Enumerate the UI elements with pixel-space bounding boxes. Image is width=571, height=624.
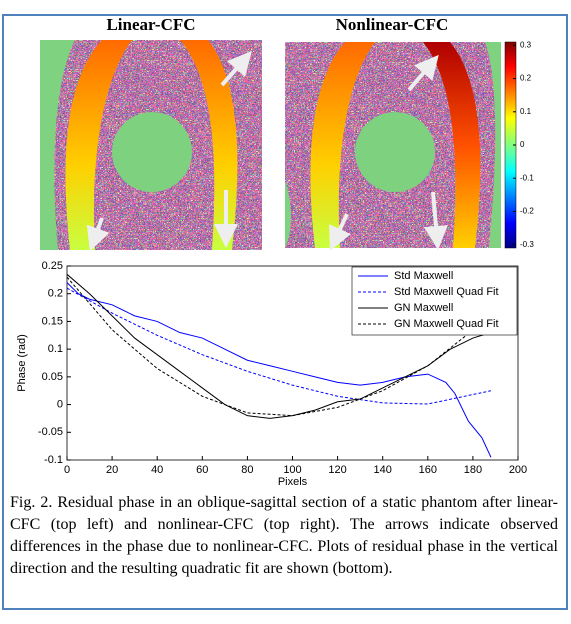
background bbox=[285, 182, 291, 248]
phantom-edge bbox=[180, 40, 238, 250]
x-tick-label: 180 bbox=[464, 464, 482, 476]
x-axis-label: Pixels bbox=[278, 476, 308, 488]
legend-label: Std Maxwell Quad Fit bbox=[394, 286, 499, 298]
background bbox=[485, 42, 501, 248]
y-tick-label: -0.05 bbox=[38, 426, 63, 438]
x-tick-label: 200 bbox=[509, 464, 527, 476]
background bbox=[40, 40, 75, 250]
legend-label: Std Maxwell bbox=[394, 270, 453, 282]
x-tick-label: 20 bbox=[106, 464, 118, 476]
phase-map bbox=[40, 40, 262, 250]
phantom-insert bbox=[355, 112, 435, 192]
arrow bbox=[424, 191, 448, 250]
x-tick-label: 60 bbox=[196, 464, 208, 476]
x-tick-label: 140 bbox=[374, 464, 392, 476]
legend-label: GN Maxwell bbox=[394, 302, 453, 314]
colorbar-tick-label: -0.1 bbox=[520, 173, 534, 182]
series-line bbox=[66, 282, 492, 458]
arrow bbox=[329, 213, 351, 251]
figure: Linear-CFC Nonlinear-CFC 0 20 40 60 80 100 120… bbox=[16, 15, 534, 488]
x-tick-label: 80 bbox=[241, 464, 253, 476]
x-tick-label: 160 bbox=[419, 464, 437, 476]
phantom-edge bbox=[65, 40, 132, 250]
caption: Fig. 2. Residual phase in an oblique-sag… bbox=[10, 494, 558, 577]
x-tick-label: 40 bbox=[151, 464, 163, 476]
panel-title: Nonlinear-CFC bbox=[336, 15, 449, 34]
x-tick-label: 0 bbox=[64, 464, 70, 476]
x-tick-label: 100 bbox=[283, 464, 301, 476]
colorbar-tick-label: -0.3 bbox=[520, 240, 534, 249]
y-tick-label: 0.05 bbox=[42, 371, 63, 383]
colorbar-tick-label: 0.1 bbox=[520, 107, 532, 116]
colorbar-tick-label: -0.2 bbox=[520, 207, 534, 216]
arrow bbox=[220, 50, 252, 87]
phantom-insert bbox=[112, 112, 192, 192]
colorbar-tick-label: 0.2 bbox=[520, 74, 532, 83]
phantom-edge bbox=[423, 42, 481, 248]
series-line bbox=[66, 276, 492, 417]
arrow bbox=[86, 217, 110, 250]
phase-map bbox=[285, 42, 501, 251]
series-line bbox=[66, 287, 492, 405]
y-tick-label: -0.1 bbox=[44, 454, 63, 466]
x-tick-label: 120 bbox=[328, 464, 346, 476]
line-chart: 0 20 40 60 80 100 120 140 160 180 200 -0.1 -0.05 0 0.0… bbox=[16, 260, 527, 488]
y-tick-label: 0.1 bbox=[48, 343, 63, 355]
panel-title: Linear-CFC bbox=[106, 15, 195, 34]
figure-frame bbox=[2, 14, 568, 610]
legend-label: GN Maxwell Quad Fit bbox=[394, 318, 499, 330]
arrow bbox=[407, 54, 439, 92]
y-axis-label: Phase (rad) bbox=[16, 334, 28, 391]
colorbar-tick-label: 0.3 bbox=[520, 40, 532, 49]
y-tick-label: 0.15 bbox=[42, 315, 63, 327]
phantom-edge bbox=[310, 42, 375, 248]
colorbar-tick-label: 0 bbox=[520, 140, 525, 149]
y-tick-label: 0.2 bbox=[48, 288, 63, 300]
y-tick-label: 0.25 bbox=[42, 260, 63, 272]
y-tick-label: 0 bbox=[57, 398, 63, 410]
